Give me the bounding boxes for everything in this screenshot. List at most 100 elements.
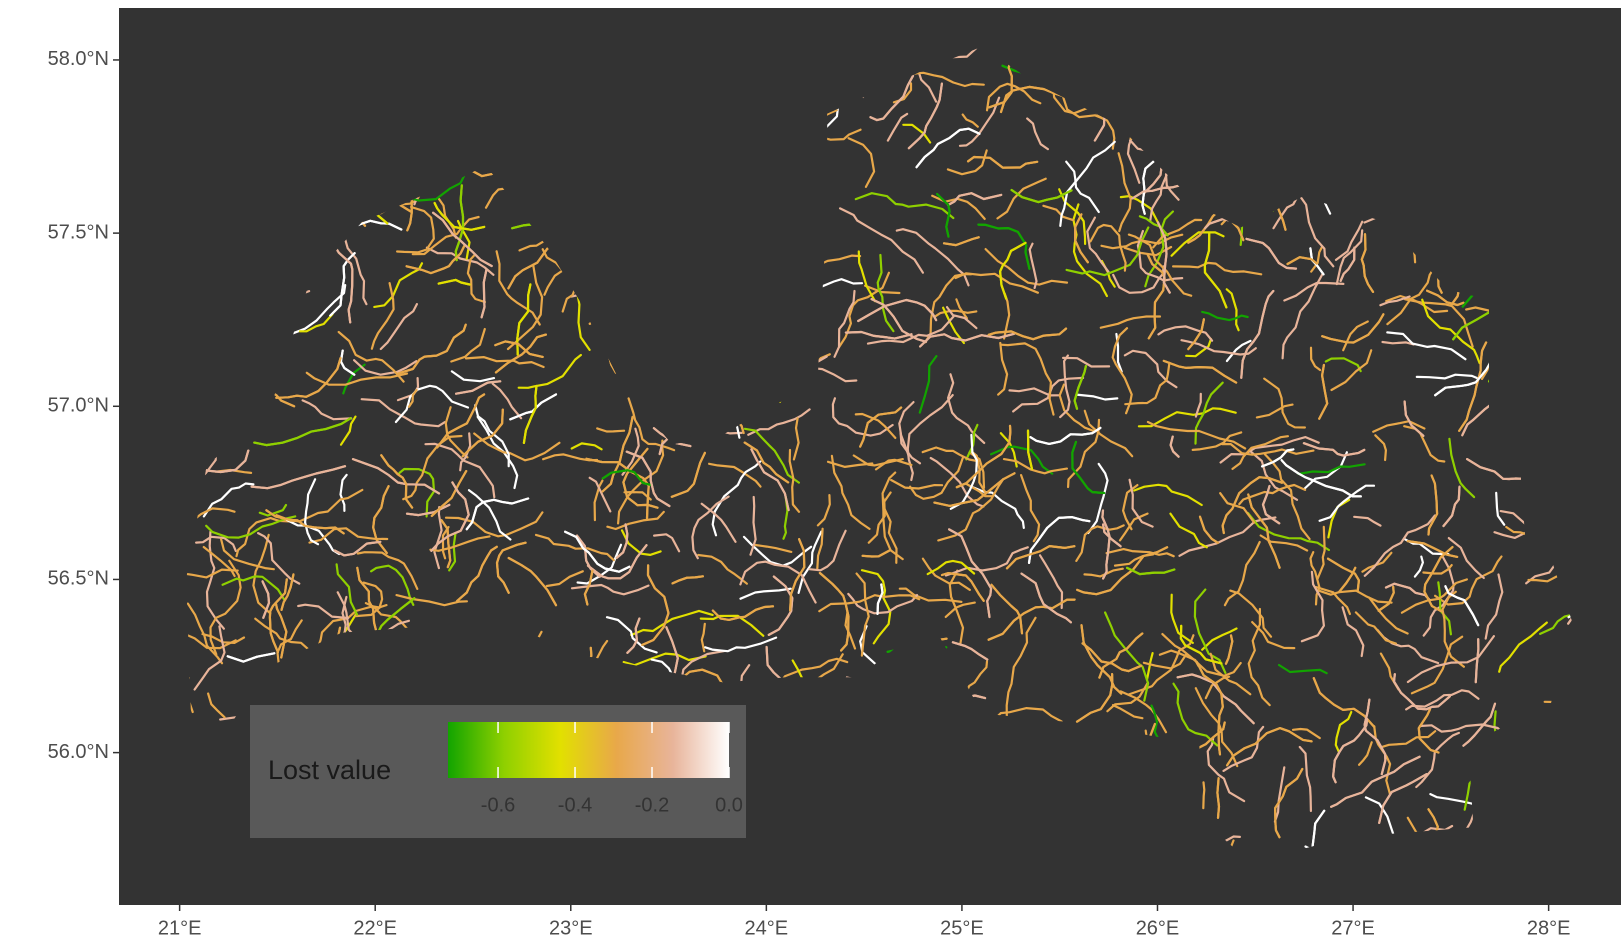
river (1418, 723, 1506, 736)
river (1185, 337, 1213, 358)
river (699, 614, 765, 637)
river (876, 583, 884, 616)
river (924, 273, 973, 344)
river (405, 244, 466, 275)
river (665, 626, 679, 675)
river (360, 398, 446, 428)
river (847, 137, 876, 188)
river (833, 289, 856, 358)
river (395, 593, 468, 607)
river (882, 497, 898, 564)
river (1058, 383, 1096, 433)
river (1238, 483, 1307, 506)
river (1075, 524, 1125, 563)
river (506, 264, 544, 351)
river (1283, 281, 1345, 302)
river (861, 548, 892, 558)
river (1300, 570, 1326, 643)
river (691, 495, 730, 560)
river (593, 479, 604, 522)
river (997, 341, 1009, 396)
river (1142, 653, 1187, 670)
river (941, 306, 966, 345)
x-tick-label: 27°E (1331, 917, 1375, 939)
river (1219, 436, 1320, 464)
river (474, 404, 510, 468)
river (1381, 340, 1415, 346)
river (1216, 777, 1221, 819)
river (1169, 435, 1180, 458)
river (1357, 741, 1373, 766)
river (1314, 585, 1352, 616)
river (1498, 621, 1548, 673)
river (1073, 365, 1088, 410)
river (509, 393, 558, 421)
river (1008, 387, 1061, 397)
river (739, 560, 817, 604)
river (946, 149, 988, 176)
river (433, 201, 486, 231)
river (268, 578, 288, 654)
river (707, 462, 762, 488)
river (940, 571, 985, 602)
river (205, 515, 297, 539)
river (1118, 512, 1149, 542)
river (966, 155, 1039, 169)
river (274, 601, 288, 659)
river (1326, 557, 1361, 592)
river (818, 594, 921, 613)
river (356, 551, 419, 591)
river (700, 502, 737, 543)
river (354, 581, 384, 618)
river (576, 543, 623, 585)
river (711, 460, 762, 537)
river (226, 652, 276, 663)
legend-tick-label: -0.4 (558, 794, 592, 816)
river (1099, 315, 1162, 329)
river (767, 575, 794, 637)
river (1071, 440, 1106, 495)
river (1309, 346, 1322, 372)
x-tick-label: 23°E (549, 917, 593, 939)
river (1318, 484, 1376, 522)
river (1170, 231, 1225, 257)
river (265, 509, 345, 535)
river (1206, 737, 1246, 803)
river (342, 363, 366, 395)
river (1341, 606, 1365, 658)
river (942, 236, 980, 247)
x-tick-label: 21°E (158, 917, 202, 939)
river (1058, 79, 1116, 150)
river (588, 476, 612, 513)
river (186, 633, 237, 650)
river (1194, 687, 1239, 768)
river (1462, 702, 1497, 747)
river (1422, 563, 1453, 575)
river (1298, 745, 1313, 813)
river (450, 370, 496, 383)
river (1010, 188, 1073, 204)
river (1286, 256, 1318, 266)
river (1191, 431, 1243, 451)
y-tick-label: 56.5°N (48, 568, 109, 590)
river (1291, 727, 1321, 740)
river (372, 485, 390, 555)
river (889, 478, 944, 490)
river (433, 506, 443, 570)
river (1026, 429, 1034, 471)
river (788, 448, 801, 513)
river (1263, 453, 1311, 541)
river (1083, 567, 1124, 578)
river (1179, 624, 1223, 665)
river (1020, 572, 1073, 624)
river (1026, 117, 1050, 151)
river (444, 406, 469, 459)
river (220, 538, 275, 571)
river (999, 85, 1066, 114)
river (405, 503, 451, 517)
y-tick-label: 57.0°N (48, 395, 109, 417)
river (1259, 534, 1309, 552)
river (195, 535, 237, 553)
river (899, 431, 922, 465)
river (1444, 585, 1480, 627)
